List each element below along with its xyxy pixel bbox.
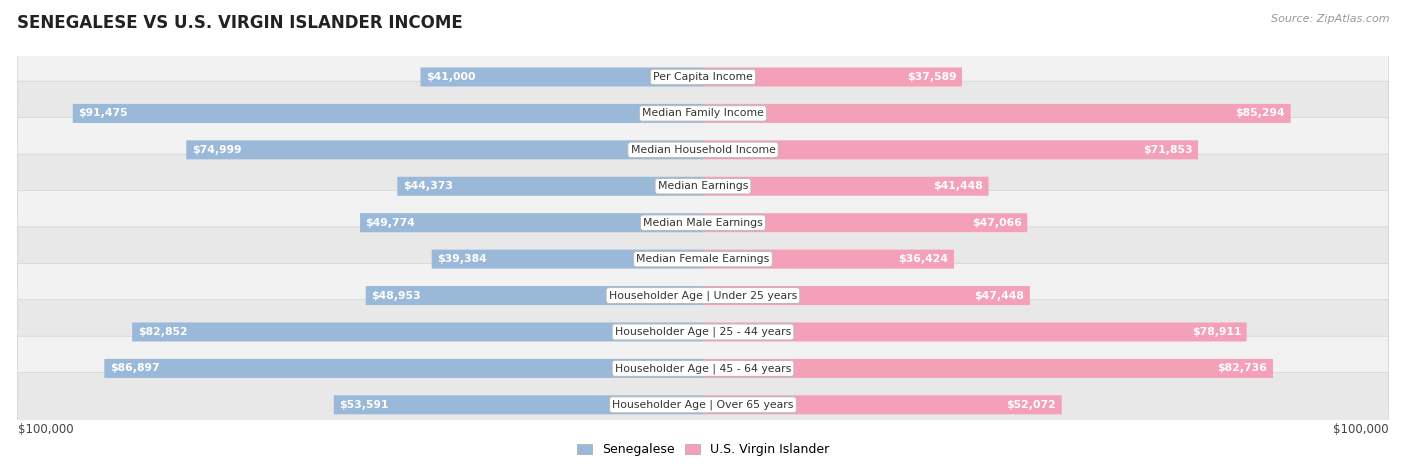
Text: $74,999: $74,999: [191, 145, 242, 155]
FancyBboxPatch shape: [17, 45, 1389, 110]
FancyBboxPatch shape: [703, 67, 962, 86]
Text: $44,373: $44,373: [402, 181, 453, 191]
Text: $49,774: $49,774: [366, 218, 416, 228]
FancyBboxPatch shape: [703, 177, 988, 196]
Text: Per Capita Income: Per Capita Income: [652, 72, 754, 82]
FancyBboxPatch shape: [703, 359, 1272, 378]
FancyBboxPatch shape: [703, 213, 1028, 232]
Text: $41,448: $41,448: [934, 181, 983, 191]
Text: $100,000: $100,000: [1333, 423, 1389, 436]
FancyBboxPatch shape: [132, 322, 703, 341]
Text: $47,066: $47,066: [972, 218, 1022, 228]
Text: $91,475: $91,475: [79, 108, 128, 119]
FancyBboxPatch shape: [187, 140, 703, 159]
Text: Householder Age | Over 65 years: Householder Age | Over 65 years: [612, 400, 794, 410]
Text: $48,953: $48,953: [371, 290, 420, 301]
FancyBboxPatch shape: [17, 300, 1389, 365]
Text: $78,911: $78,911: [1192, 327, 1241, 337]
Text: Source: ZipAtlas.com: Source: ZipAtlas.com: [1271, 14, 1389, 24]
FancyBboxPatch shape: [17, 336, 1389, 401]
FancyBboxPatch shape: [703, 104, 1291, 123]
FancyBboxPatch shape: [17, 81, 1389, 146]
Text: $82,736: $82,736: [1218, 363, 1267, 374]
FancyBboxPatch shape: [703, 140, 1198, 159]
Legend: Senegalese, U.S. Virgin Islander: Senegalese, U.S. Virgin Islander: [572, 439, 834, 461]
FancyBboxPatch shape: [398, 177, 703, 196]
FancyBboxPatch shape: [104, 359, 703, 378]
Text: $39,384: $39,384: [437, 254, 486, 264]
Text: $36,424: $36,424: [898, 254, 949, 264]
FancyBboxPatch shape: [73, 104, 703, 123]
Text: Median Family Income: Median Family Income: [643, 108, 763, 119]
Text: Householder Age | 45 - 64 years: Householder Age | 45 - 64 years: [614, 363, 792, 374]
Text: $100,000: $100,000: [17, 423, 73, 436]
FancyBboxPatch shape: [17, 263, 1389, 328]
Text: Median Earnings: Median Earnings: [658, 181, 748, 191]
FancyBboxPatch shape: [703, 395, 1062, 414]
Text: $47,448: $47,448: [974, 290, 1025, 301]
FancyBboxPatch shape: [366, 286, 703, 305]
FancyBboxPatch shape: [432, 249, 703, 269]
Text: Median Household Income: Median Household Income: [630, 145, 776, 155]
Text: Householder Age | Under 25 years: Householder Age | Under 25 years: [609, 290, 797, 301]
FancyBboxPatch shape: [703, 249, 953, 269]
FancyBboxPatch shape: [333, 395, 703, 414]
Text: $82,852: $82,852: [138, 327, 187, 337]
FancyBboxPatch shape: [17, 373, 1389, 438]
FancyBboxPatch shape: [17, 118, 1389, 183]
FancyBboxPatch shape: [17, 191, 1389, 255]
Text: $37,589: $37,589: [907, 72, 956, 82]
Text: Median Male Earnings: Median Male Earnings: [643, 218, 763, 228]
Text: $86,897: $86,897: [110, 363, 159, 374]
Text: $52,072: $52,072: [1007, 400, 1056, 410]
Text: Householder Age | 25 - 44 years: Householder Age | 25 - 44 years: [614, 327, 792, 337]
Text: $71,853: $71,853: [1143, 145, 1192, 155]
FancyBboxPatch shape: [703, 286, 1029, 305]
Text: $41,000: $41,000: [426, 72, 475, 82]
FancyBboxPatch shape: [17, 154, 1389, 219]
Text: Median Female Earnings: Median Female Earnings: [637, 254, 769, 264]
Text: SENEGALESE VS U.S. VIRGIN ISLANDER INCOME: SENEGALESE VS U.S. VIRGIN ISLANDER INCOM…: [17, 14, 463, 32]
FancyBboxPatch shape: [703, 322, 1247, 341]
FancyBboxPatch shape: [360, 213, 703, 232]
FancyBboxPatch shape: [420, 67, 703, 86]
Text: $85,294: $85,294: [1236, 108, 1285, 119]
FancyBboxPatch shape: [17, 227, 1389, 292]
Text: $53,591: $53,591: [339, 400, 389, 410]
